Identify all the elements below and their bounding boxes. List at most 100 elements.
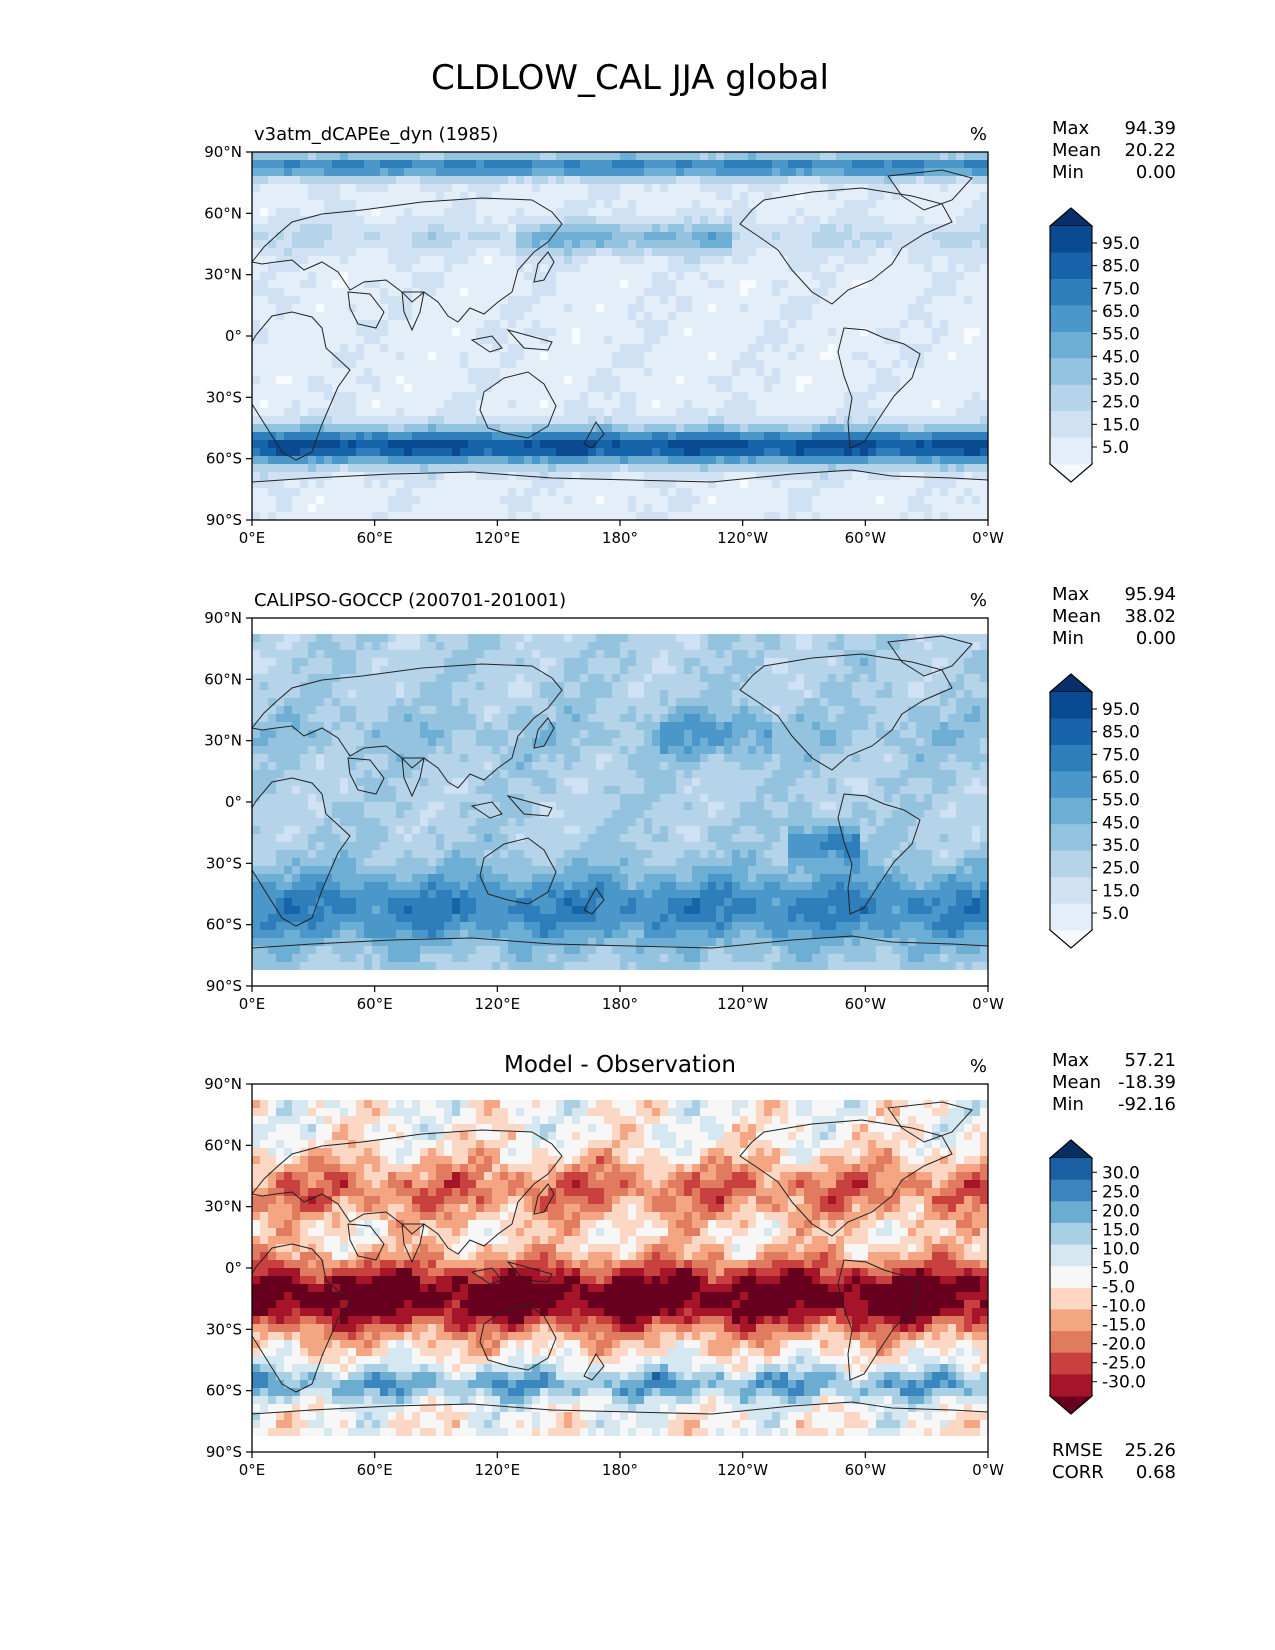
lon-tick-label: 60°W — [845, 529, 887, 547]
lon-tick-label: 60°E — [357, 529, 393, 547]
lon-tick-label: 180° — [602, 995, 638, 1013]
panel-diff: 90°N 60°N 30°N 0° 30°S 60°S 90°S0°E 60°E 120°E 18… — [204, 1050, 1176, 1483]
colorbar-tick-label: 5.0 — [1102, 438, 1129, 458]
stat-label: Max — [1052, 584, 1090, 605]
field-diff — [252, 1084, 988, 1452]
bottom-stat-value: 0.68 — [1136, 1462, 1176, 1483]
colorbar-tick-label: 85.0 — [1102, 257, 1140, 277]
colorbar-tick-label: -5.0 — [1102, 1278, 1135, 1298]
lat-tick-label: 60°N — [204, 1136, 242, 1154]
colorbar-bin — [1050, 411, 1092, 439]
colorbar-tick-label: -30.0 — [1102, 1373, 1146, 1393]
panel-units: % — [970, 124, 987, 145]
colorbar-bin — [1050, 1179, 1092, 1202]
panel-units: % — [970, 590, 987, 611]
lat-tick-label: 90°S — [206, 977, 242, 995]
panel-title: CALIPSO-GOCCP (200701-201001) — [254, 590, 566, 611]
bottom-stat-label: CORR — [1052, 1462, 1104, 1483]
lat-tick-label: 60°S — [206, 916, 242, 934]
colorbar-bin — [1050, 331, 1092, 359]
colorbar-tick-label: 10.0 — [1102, 1239, 1140, 1259]
lat-tick-label: 60°N — [204, 204, 242, 222]
colorbar-bin — [1050, 771, 1092, 799]
panel-center-title: Model - Observation — [504, 1052, 736, 1078]
colorbar-tick-label: 75.0 — [1102, 279, 1140, 299]
lat-tick-label: 90°N — [204, 609, 242, 627]
colorbar-model: 95.0 85.075.0 65.0 55.045.0 35.0 25.015.0 5.0 — [1048, 207, 1140, 483]
colorbar-tick-label: 25.0 — [1102, 1182, 1140, 1202]
colorbar-extend-high — [1048, 673, 1094, 693]
colorbar-tick-label: 35.0 — [1102, 370, 1140, 390]
lon-tick-label: 120°E — [475, 1461, 521, 1479]
colorbar-bin — [1050, 903, 1092, 931]
lon-tick-label: 0°E — [239, 1461, 266, 1479]
lat-tick-label: 0° — [225, 327, 242, 345]
lat-tick-label: 60°S — [206, 1382, 242, 1400]
colorbar-tick-label: -10.0 — [1102, 1297, 1146, 1317]
figure-title: CLDLOW_CAL JJA global — [431, 58, 829, 98]
lon-tick-label: 0°E — [239, 995, 266, 1013]
colorbar-tick-label: 45.0 — [1102, 347, 1140, 367]
stat-label: Min — [1052, 1094, 1084, 1115]
colorbar-tick-label: 35.0 — [1102, 836, 1140, 856]
stat-value: 95.94 — [1124, 584, 1176, 605]
colorbar-tick-label: 75.0 — [1102, 745, 1140, 765]
colorbar-bin — [1050, 437, 1092, 465]
colorbar-tick-label: 55.0 — [1102, 791, 1140, 811]
colorbar-bin — [1050, 1287, 1092, 1310]
colorbar-bin — [1050, 797, 1092, 825]
field-model — [252, 152, 988, 520]
lat-tick-label: 0° — [225, 793, 242, 811]
colorbar-tick-label: 25.0 — [1102, 859, 1140, 879]
lon-tick-label: 60°W — [845, 995, 887, 1013]
stat-value: 20.22 — [1124, 140, 1176, 161]
colorbar-tick-label: 95.0 — [1102, 700, 1140, 720]
colorbar-extend-high — [1048, 1139, 1094, 1159]
colorbar-tick-label: -20.0 — [1102, 1335, 1146, 1355]
colorbar-bin — [1050, 252, 1092, 280]
lon-tick-label: 0°W — [972, 529, 1004, 547]
colorbar-tick-label: -15.0 — [1102, 1316, 1146, 1336]
colorbar-bin — [1050, 877, 1092, 905]
colorbar-bin — [1050, 1266, 1092, 1289]
colorbar-bin — [1050, 692, 1092, 719]
bottom-stat-value: 25.26 — [1124, 1440, 1176, 1461]
colorbar-bin — [1050, 1309, 1092, 1332]
stat-label: Mean — [1052, 140, 1101, 161]
lon-tick-label: 0°W — [972, 1461, 1004, 1479]
colorbar-extend-low — [1048, 1395, 1094, 1415]
colorbar-bin — [1050, 1158, 1092, 1181]
stat-label: Min — [1052, 628, 1084, 649]
lon-tick-label: 180° — [602, 529, 638, 547]
lon-tick-label: 0°W — [972, 995, 1004, 1013]
colorbar-bin — [1050, 824, 1092, 852]
stat-value: 38.02 — [1124, 606, 1176, 627]
colorbar-bin — [1050, 1222, 1092, 1246]
colorbar-tick-label: -25.0 — [1102, 1354, 1146, 1374]
lat-tick-label: 30°S — [206, 388, 242, 406]
colorbar-tick-label: 45.0 — [1102, 813, 1140, 833]
lat-tick-label: 90°S — [206, 1443, 242, 1461]
colorbar-tick-label: 15.0 — [1102, 1220, 1140, 1240]
colorbar-diff: 30.025.020.015.010.05.0-5.0-10.0-15.0-20… — [1048, 1139, 1146, 1415]
colorbar-bin — [1050, 718, 1092, 746]
colorbar-tick-label: 20.0 — [1102, 1201, 1140, 1221]
lon-tick-label: 120°W — [717, 529, 768, 547]
lat-tick-label: 90°N — [204, 143, 242, 161]
stat-label: Min — [1052, 162, 1084, 183]
colorbar-bin — [1050, 358, 1092, 386]
lat-tick-label: 90°S — [206, 511, 242, 529]
colorbar-extend-high — [1048, 207, 1094, 227]
panel-obs: 90°N 60°N 30°N 0° 30°S 60°S 90°S0°E 60°E 120°E 18… — [204, 584, 1176, 1013]
lon-tick-label: 60°E — [357, 1461, 393, 1479]
colorbar-bin — [1050, 744, 1092, 772]
colorbar-extend-low — [1048, 463, 1094, 483]
lat-tick-label: 30°S — [206, 1320, 242, 1338]
colorbar-tick-label: 5.0 — [1102, 1258, 1129, 1278]
colorbar-bin — [1050, 305, 1092, 333]
colorbar-tick-label: 65.0 — [1102, 302, 1140, 322]
colorbar-bin — [1050, 384, 1092, 412]
bottom-stat-label: RMSE — [1052, 1440, 1103, 1461]
lon-tick-label: 120°W — [717, 995, 768, 1013]
